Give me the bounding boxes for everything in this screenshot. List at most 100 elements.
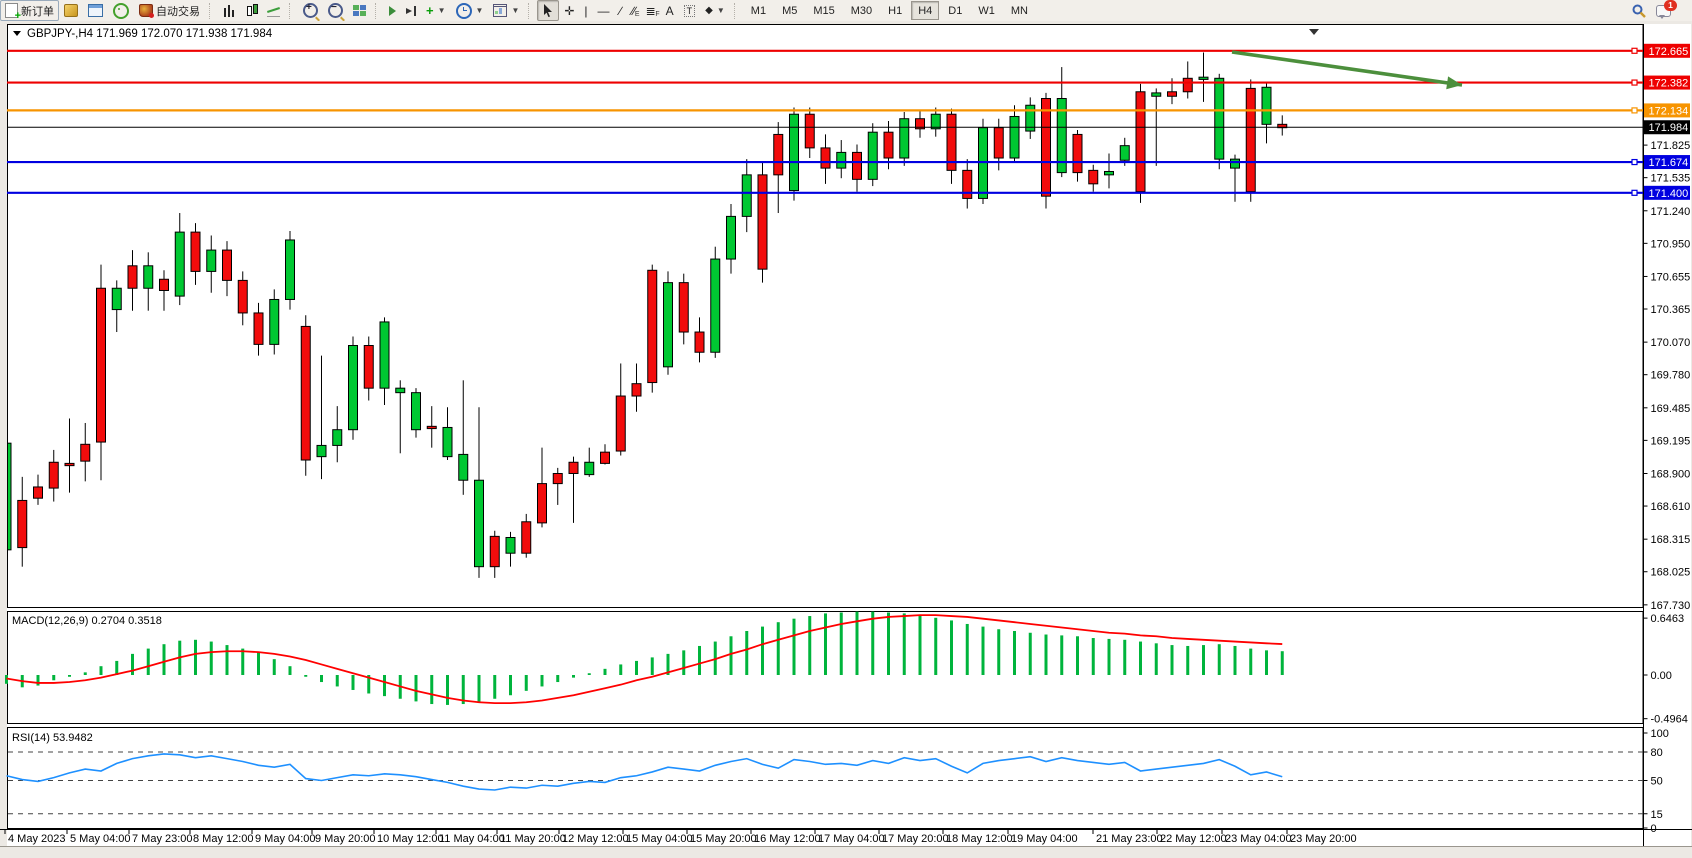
svg-text:11 May 04:00: 11 May 04:00 bbox=[439, 833, 505, 845]
candle bbox=[474, 479, 484, 568]
price-tag: 172.134 bbox=[1644, 103, 1690, 118]
notifications-button[interactable]: 1 bbox=[1651, 0, 1677, 21]
arrows-tool-button[interactable]: ◆ ▼ bbox=[700, 0, 730, 21]
price-level-line[interactable] bbox=[7, 47, 1644, 54]
indicators-button[interactable]: + ▼ bbox=[421, 0, 451, 21]
timeframe-M5[interactable]: M5 bbox=[782, 4, 798, 17]
main-price-pane[interactable] bbox=[7, 24, 1644, 608]
fibonacci-tool-button[interactable]: ≣ F bbox=[641, 0, 661, 21]
timeframe-W1[interactable]: W1 bbox=[978, 4, 995, 17]
text-label-icon: T bbox=[683, 4, 696, 17]
toolbar-separator bbox=[375, 2, 381, 19]
svg-text:168.610: 168.610 bbox=[1651, 501, 1691, 513]
svg-text:171.825: 171.825 bbox=[1651, 140, 1691, 152]
svg-text:168.315: 168.315 bbox=[1651, 534, 1691, 546]
macd-label: MACD(12,26,9) 0.2704 0.3518 bbox=[12, 615, 162, 627]
candle bbox=[930, 113, 941, 130]
signals-button[interactable] bbox=[108, 0, 134, 21]
candle bbox=[300, 325, 311, 461]
price-level-line[interactable] bbox=[7, 189, 1644, 196]
timeframe-M1[interactable]: M1 bbox=[750, 4, 767, 17]
timeframe-M15[interactable]: M15 bbox=[813, 4, 835, 17]
candle-chart-button[interactable] bbox=[240, 0, 262, 21]
candle bbox=[159, 278, 169, 291]
candle bbox=[143, 265, 154, 289]
svg-text:170.070: 170.070 bbox=[1651, 337, 1691, 349]
crosshair-tool-button[interactable]: ✛ bbox=[559, 0, 579, 21]
chart-window[interactable]: GBPJPY-,H4 171.969 172.070 171.938 171.9… bbox=[0, 21, 1692, 858]
svg-text:171.674: 171.674 bbox=[1649, 157, 1689, 169]
timeframe-H1[interactable]: H1 bbox=[888, 4, 903, 17]
auto-trading-button[interactable]: 自动交易 bbox=[134, 0, 205, 21]
candle bbox=[584, 461, 595, 476]
candle bbox=[710, 258, 721, 353]
price-level-line[interactable] bbox=[7, 107, 1644, 114]
candle bbox=[190, 231, 201, 272]
timeframe-H4[interactable]: H4 bbox=[911, 1, 940, 20]
timeframe-MN[interactable]: MN bbox=[1010, 4, 1028, 17]
svg-text:18 May 12:00: 18 May 12:00 bbox=[946, 833, 1013, 845]
zoom-out-icon: − bbox=[328, 2, 343, 18]
candle bbox=[253, 312, 264, 345]
chevron-down-icon: ▼ bbox=[475, 6, 484, 15]
search-button[interactable] bbox=[1627, 0, 1651, 21]
candle bbox=[111, 287, 122, 311]
svg-text:15 May 04:00: 15 May 04:00 bbox=[626, 833, 693, 845]
svg-text:172.665: 172.665 bbox=[1649, 46, 1689, 58]
chevron-down-icon: ▼ bbox=[511, 6, 520, 15]
candle bbox=[820, 147, 831, 169]
templates-button[interactable]: ▼ bbox=[488, 0, 524, 21]
text-tool-button[interactable]: A bbox=[661, 0, 679, 21]
auto-scroll-button[interactable] bbox=[384, 0, 401, 21]
chart-canvas[interactable]: GBPJPY-,H4 171.969 172.070 171.938 171.9… bbox=[0, 21, 1692, 858]
line-chart-button[interactable] bbox=[262, 0, 285, 21]
text-label-tool-button[interactable]: T bbox=[679, 0, 701, 21]
template-icon bbox=[493, 4, 508, 17]
periods-button[interactable]: ▼ bbox=[451, 0, 489, 21]
candle bbox=[174, 231, 185, 297]
candle bbox=[789, 113, 799, 192]
zoom-in-button[interactable]: + bbox=[298, 0, 323, 21]
timeframe-D1[interactable]: D1 bbox=[948, 4, 963, 17]
chart-shift-button[interactable] bbox=[401, 0, 421, 21]
candle bbox=[726, 215, 736, 260]
candle bbox=[647, 269, 658, 384]
notification-badge: 1 bbox=[1664, 0, 1677, 11]
trendline-tool-button[interactable]: ∕ bbox=[615, 0, 627, 21]
toolbar-separator bbox=[528, 2, 534, 19]
candle bbox=[17, 499, 28, 549]
tile-windows-icon bbox=[353, 5, 366, 16]
candle bbox=[773, 133, 784, 176]
zoom-out-button[interactable]: − bbox=[323, 0, 348, 21]
rsi-indicator: RSI(14) 53.9482 bbox=[6, 732, 1644, 815]
trend-arrow[interactable] bbox=[1231, 50, 1463, 90]
svg-text:4 May 2023: 4 May 2023 bbox=[8, 833, 65, 845]
toolbar-separator bbox=[733, 2, 740, 19]
timeframe-M30[interactable]: M30 bbox=[850, 4, 873, 17]
candle bbox=[505, 536, 516, 554]
price-tag: 171.674 bbox=[1644, 155, 1690, 170]
candle bbox=[1230, 158, 1240, 169]
vertical-line-tool-button[interactable]: | bbox=[579, 0, 592, 21]
cursor-icon bbox=[544, 4, 553, 17]
svg-text:172.134: 172.134 bbox=[1649, 105, 1689, 117]
svg-text:171.400: 171.400 bbox=[1649, 188, 1689, 200]
indicators-icon: + bbox=[426, 3, 434, 18]
chevron-down-icon: ▼ bbox=[716, 6, 725, 15]
tile-windows-button[interactable] bbox=[348, 0, 371, 21]
cursor-tool-button[interactable] bbox=[537, 0, 560, 21]
horizontal-line-tool-button[interactable]: — bbox=[593, 0, 615, 21]
market-watch-button[interactable] bbox=[59, 0, 83, 21]
time-axis[interactable]: 4 May 2023 5 May 04:00 7 May 23:00 8 May 12… bbox=[0, 829, 1692, 847]
toolbar-separator bbox=[209, 2, 215, 19]
signals-icon bbox=[113, 2, 129, 19]
new-order-button[interactable]: 新订单 bbox=[0, 0, 59, 22]
price-level-line[interactable] bbox=[7, 158, 1644, 166]
channel-tool-button[interactable]: ∕∕ E bbox=[627, 0, 641, 21]
candle bbox=[285, 239, 295, 300]
bar-chart-button[interactable] bbox=[218, 0, 240, 21]
svg-text:100: 100 bbox=[1651, 728, 1669, 740]
data-window-button[interactable] bbox=[83, 0, 108, 21]
price-level-line[interactable] bbox=[7, 79, 1644, 86]
price-axis[interactable]: 171.825 171.535 171.240 170.950 170.655 170.3… bbox=[1643, 24, 1691, 846]
